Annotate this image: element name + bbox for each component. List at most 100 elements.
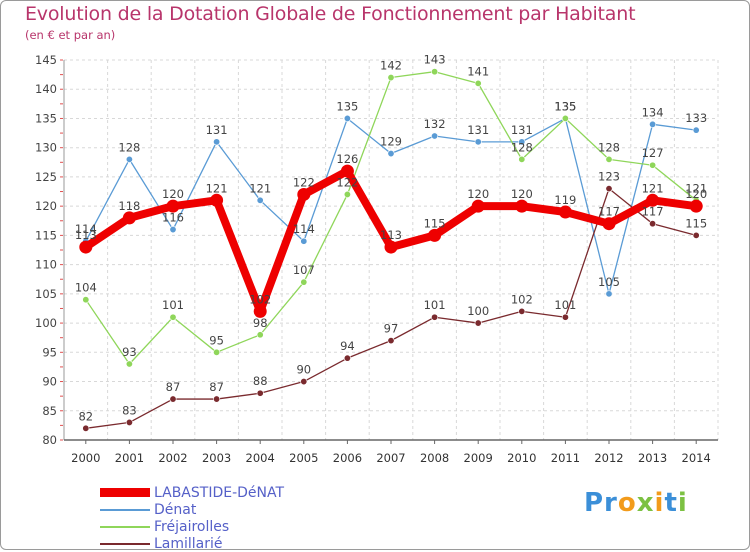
data-label: 132: [424, 117, 446, 131]
data-point: [213, 395, 221, 403]
y-tick-label: 80: [42, 433, 57, 447]
data-label: 97: [384, 322, 399, 336]
data-label: 135: [554, 99, 576, 113]
data-point: [169, 395, 177, 403]
x-tick-label: 2005: [289, 451, 318, 465]
data-point: [169, 226, 177, 234]
data-point: [256, 331, 264, 339]
x-tick-label: 2007: [376, 451, 405, 465]
data-label: 135: [336, 99, 358, 113]
data-point: [518, 138, 526, 146]
data-point: [387, 337, 395, 345]
y-tick-label: 100: [35, 316, 57, 330]
data-label: 123: [598, 170, 620, 184]
data-point: [300, 278, 308, 286]
data-point: [343, 114, 351, 122]
data-point: [79, 240, 93, 254]
y-tick-label: 95: [42, 345, 57, 359]
data-point: [125, 418, 133, 426]
legend-swatch: [100, 488, 150, 497]
legend-label: Lamillarié: [154, 535, 223, 552]
data-label: 126: [336, 152, 358, 166]
y-tick-label: 145: [35, 53, 57, 67]
data-point: [431, 132, 439, 140]
data-point: [387, 150, 395, 158]
data-point: [515, 199, 529, 213]
data-point: [387, 74, 395, 82]
data-point: [649, 120, 657, 128]
data-label: 121: [642, 181, 664, 195]
data-label: 90: [296, 363, 311, 377]
y-tick-label: 90: [42, 375, 57, 389]
data-point: [256, 389, 264, 397]
data-point: [518, 155, 526, 163]
data-label: 129: [380, 135, 402, 149]
x-tick-label: 2009: [464, 451, 493, 465]
data-label: 107: [293, 263, 315, 277]
y-tick-label: 130: [35, 141, 57, 155]
y-tick-label: 135: [35, 111, 57, 125]
y-tick-label: 115: [35, 228, 57, 242]
data-label: 113: [75, 228, 97, 242]
data-label: 87: [209, 380, 224, 394]
data-label: 131: [511, 123, 533, 137]
x-tick-label: 2011: [551, 451, 580, 465]
x-tick-label: 2000: [71, 451, 100, 465]
legend-label: Fréjairolles: [154, 518, 230, 535]
data-label: 114: [293, 222, 315, 236]
data-label: 122: [336, 175, 358, 189]
data-point: [166, 199, 180, 213]
data-label: 120: [162, 187, 184, 201]
y-tick-label: 110: [35, 258, 57, 272]
data-label: 102: [511, 292, 533, 306]
y-tick-label: 140: [35, 82, 57, 96]
data-label: 100: [467, 304, 489, 318]
series-2: [82, 68, 700, 368]
data-point: [213, 348, 221, 356]
y-tick-label: 120: [35, 199, 57, 213]
data-label: 121: [685, 181, 707, 195]
data-point: [169, 313, 177, 321]
x-tick-label: 2003: [202, 451, 231, 465]
data-point: [605, 185, 613, 193]
data-point: [692, 231, 700, 239]
data-point: [256, 196, 264, 204]
x-tick-label: 2008: [420, 451, 449, 465]
data-point: [692, 126, 700, 134]
data-label: 115: [424, 216, 446, 230]
data-point: [431, 68, 439, 76]
data-point: [210, 193, 224, 207]
chart-title: Evolution de la Dotation Globale de Fonc…: [25, 3, 636, 25]
data-point: [82, 296, 90, 304]
data-point: [384, 240, 398, 254]
data-label: 121: [249, 181, 271, 195]
data-point: [605, 290, 613, 298]
x-tick-label: 2010: [507, 451, 536, 465]
data-point: [213, 138, 221, 146]
x-tick-label: 2006: [333, 451, 362, 465]
data-point: [340, 164, 354, 178]
data-label: 101: [424, 298, 446, 312]
legend-item: Lamillarié: [100, 535, 284, 552]
data-label: 104: [75, 281, 97, 295]
y-tick-label: 125: [35, 170, 57, 184]
data-label: 87: [166, 380, 181, 394]
x-tick-label: 2013: [638, 451, 667, 465]
series-3: [82, 185, 700, 432]
data-label: 128: [118, 140, 140, 154]
data-label: 119: [554, 193, 576, 207]
legend-swatch: [100, 508, 150, 511]
data-point: [343, 354, 351, 362]
data-label: 113: [380, 228, 402, 242]
data-label: 134: [642, 105, 664, 119]
data-label: 93: [122, 345, 137, 359]
data-point: [474, 79, 482, 87]
data-label: 128: [511, 140, 533, 154]
data-point: [646, 193, 660, 207]
data-label: 101: [162, 298, 184, 312]
data-label: 143: [424, 53, 446, 67]
data-label: 117: [598, 205, 620, 219]
data-point: [605, 155, 613, 163]
data-label: 122: [293, 175, 315, 189]
